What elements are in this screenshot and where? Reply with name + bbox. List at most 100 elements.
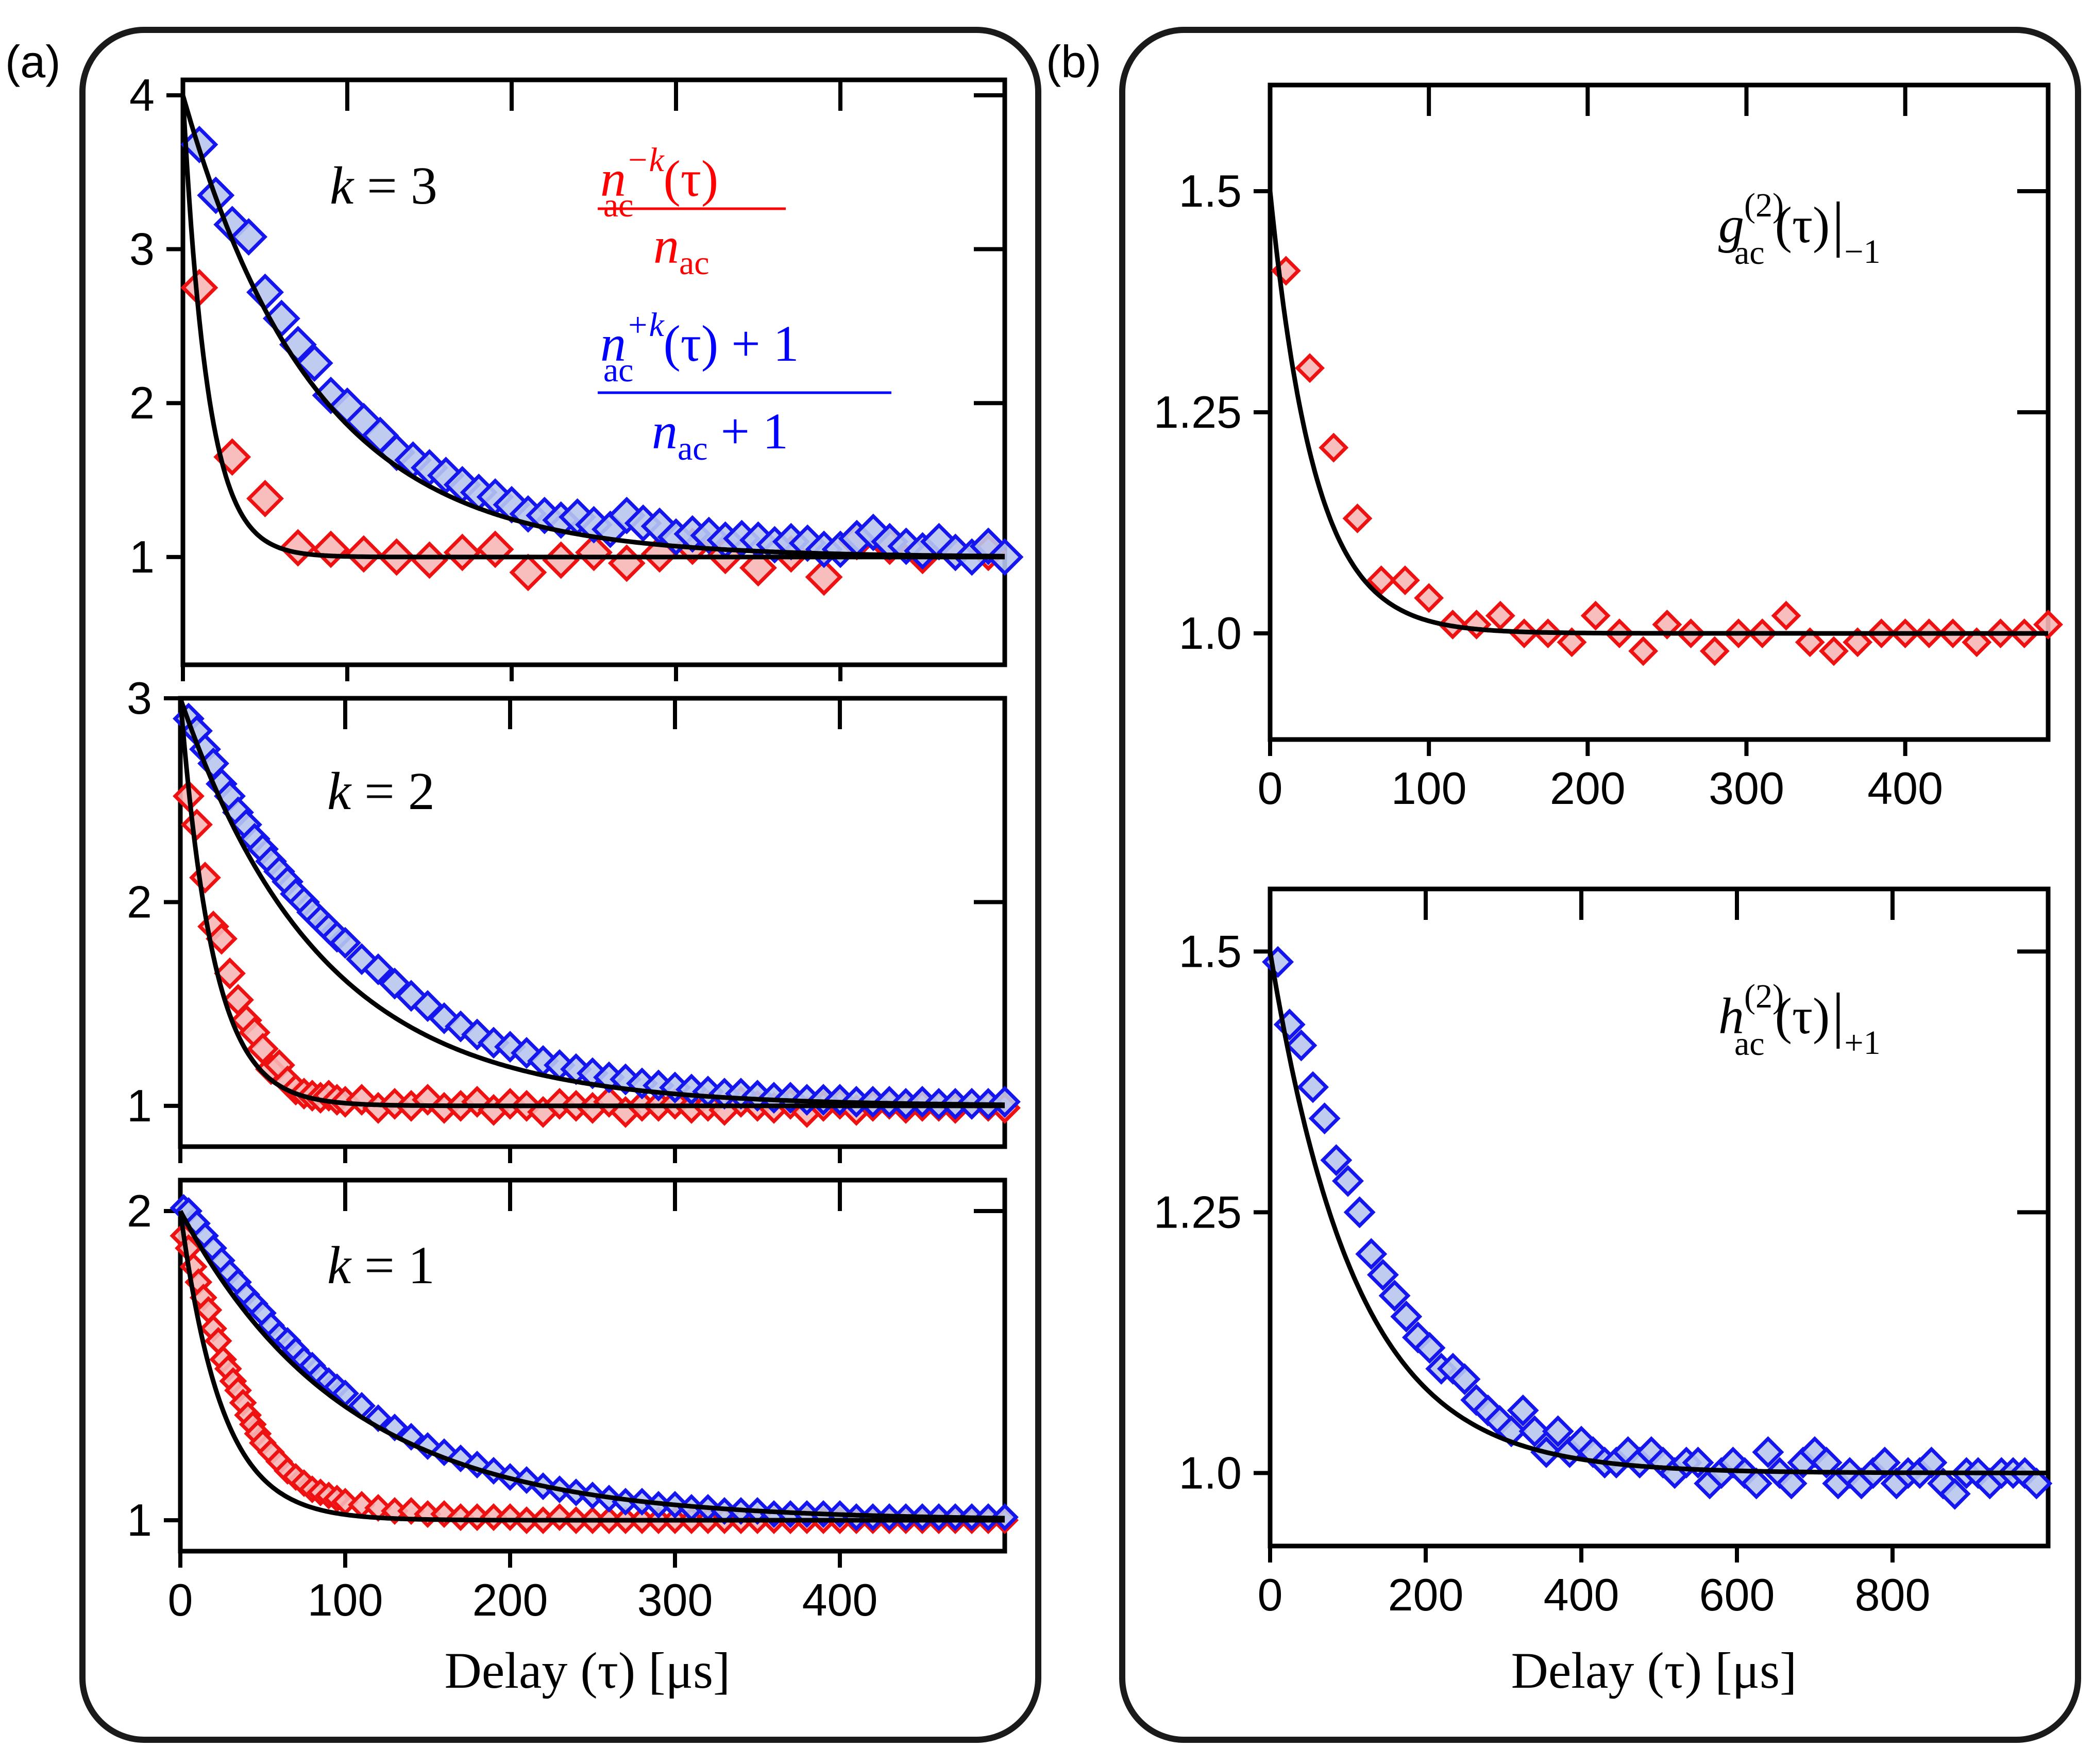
- legend-red-num-arg: (τ): [663, 150, 718, 207]
- svg-text:g(2)ac(τ)|−1: g(2) ac (τ)|−1: [1718, 187, 1881, 272]
- red-data-point: [1557, 627, 1587, 658]
- red-data-point: [312, 530, 350, 568]
- legend-blue-num-sub: ac: [603, 351, 634, 389]
- y-tick-label: 1.0: [1179, 608, 1242, 659]
- red-data-point: [509, 553, 547, 592]
- fit-curve: [180, 94, 1005, 559]
- red-data-point: [1580, 600, 1611, 631]
- blue-data-point: [362, 953, 394, 985]
- x-tick-label: 800: [1855, 1569, 1931, 1620]
- blue-data-point: [1810, 1447, 1843, 1479]
- blue-data-point: [1285, 1029, 1318, 1062]
- red-data-point: [1342, 503, 1373, 533]
- g2-eval: −1: [1844, 233, 1880, 271]
- y-tick-label: 1: [127, 1494, 152, 1545]
- h2-arg: (τ): [1775, 987, 1830, 1045]
- x-tick-label: 300: [1709, 763, 1784, 814]
- y-tick-label: 1.5: [1179, 926, 1242, 977]
- blue-data-point: [1332, 1165, 1364, 1197]
- fit-curve: [1268, 951, 2048, 1475]
- y-tick-label: 1.0: [1179, 1447, 1242, 1498]
- red-data-point: [1771, 600, 1801, 631]
- legend-red-num-sup: −k: [626, 141, 665, 179]
- blue-data-point: [1915, 1447, 1948, 1479]
- red-data-point: [1699, 636, 1730, 666]
- fit-curve: [180, 95, 1005, 560]
- x-tick-label: 400: [1544, 1569, 1619, 1620]
- blue-data-point: [1682, 1447, 1714, 1479]
- blue-data-point: [1448, 1363, 1481, 1396]
- red-data-point: [805, 558, 843, 596]
- legend-blue-den: n: [652, 402, 678, 460]
- h2-annotation: h(2) ac (τ)|+1: [1718, 978, 1881, 1063]
- blue-data-point: [1390, 1300, 1423, 1333]
- red-data-point: [411, 541, 448, 579]
- blue-data-point: [1308, 1102, 1341, 1135]
- y-tick-label: 1.25: [1154, 1186, 1242, 1237]
- y-tick-label: 3: [127, 673, 152, 724]
- blue-data-point: [379, 967, 411, 1000]
- legend-red-den: n: [653, 217, 679, 274]
- blue-data-point: [1378, 1280, 1411, 1312]
- plot-k3: 1 2 3 4: [129, 70, 1024, 681]
- red-data-point: [443, 533, 481, 572]
- blue-data-point: [1542, 1415, 1574, 1448]
- panel-b-frame: [1119, 27, 2081, 1743]
- red-data-point: [1795, 627, 1825, 658]
- panel-a-label: (a): [5, 36, 61, 87]
- x-tick-label: 300: [637, 1574, 713, 1625]
- blue-data-point: [1868, 1447, 1901, 1479]
- legend-blue-num-sup: +k: [626, 306, 665, 344]
- blue-data-point: [295, 344, 333, 382]
- legend-red: n −k ac (τ) nac: [598, 141, 786, 282]
- legend-red-num-sub: ac: [603, 187, 634, 224]
- red-data-point: [206, 922, 238, 955]
- red-data-point: [346, 1084, 378, 1116]
- blue-data-point: [329, 927, 361, 959]
- blue-data-point: [2020, 1467, 2053, 1500]
- y-tick-label: 2: [127, 1185, 152, 1236]
- x-tick-label: 200: [1388, 1569, 1464, 1620]
- red-data-point: [214, 957, 246, 989]
- svg-text:n−kac(τ): n−k ac (τ): [600, 141, 718, 224]
- g2-arg: (τ): [1775, 196, 1830, 254]
- fit-curve: [178, 697, 1005, 1107]
- red-data-point: [1962, 627, 1992, 658]
- red-data-point: [1819, 636, 1849, 666]
- svg-text:h(2)ac(τ)|+1: h(2) ac (τ)|+1: [1718, 978, 1881, 1063]
- x-axis-label-a: Delay (τ) [μs]: [445, 1642, 731, 1699]
- axes-frame: [178, 696, 1007, 1149]
- x-tick-label: 0: [1258, 1569, 1283, 1620]
- blue-data-point: [1355, 1238, 1388, 1270]
- y-tick-label: 2: [129, 377, 155, 428]
- fit-curve: [178, 698, 1005, 1108]
- red-data-point: [1843, 627, 1873, 658]
- blue-data-point: [1413, 1332, 1446, 1364]
- h2-eval: +1: [1844, 1024, 1880, 1062]
- y-tick-label: 1: [127, 1080, 152, 1131]
- panel-b-label: (b): [1046, 36, 1102, 87]
- svg-text:nac: nac: [653, 217, 710, 282]
- y-tick-label: 3: [129, 224, 155, 275]
- svg-text:n+kac(τ) + 1: n+k ac (τ) + 1: [600, 306, 799, 389]
- red-data-point: [181, 809, 213, 841]
- blue-data-point: [1518, 1415, 1551, 1448]
- blue-data-point: [494, 1031, 526, 1063]
- red-data-point: [2033, 609, 2063, 640]
- x-tick-label: 200: [472, 1574, 548, 1625]
- blue-data-point: [1775, 1467, 1808, 1500]
- axes-frame: [178, 1178, 1007, 1554]
- y-tick-label: 4: [129, 70, 155, 121]
- red-data-point: [476, 530, 514, 568]
- legend-blue-num: n: [600, 315, 626, 372]
- legend-blue-den-tail: + 1: [708, 402, 788, 460]
- red-data-point: [1366, 565, 1396, 596]
- red-data-point: [1461, 609, 1492, 640]
- y-tick-label: 2: [127, 876, 152, 927]
- red-data-point: [1628, 636, 1659, 666]
- x-axis-label-b: Delay (τ) [μs]: [1511, 1642, 1797, 1699]
- panel-a-frame: [79, 27, 1041, 1743]
- x-tick-label: 600: [1699, 1569, 1775, 1620]
- x-tick-label: 100: [308, 1574, 383, 1625]
- h2-bar: |: [1832, 980, 1844, 1049]
